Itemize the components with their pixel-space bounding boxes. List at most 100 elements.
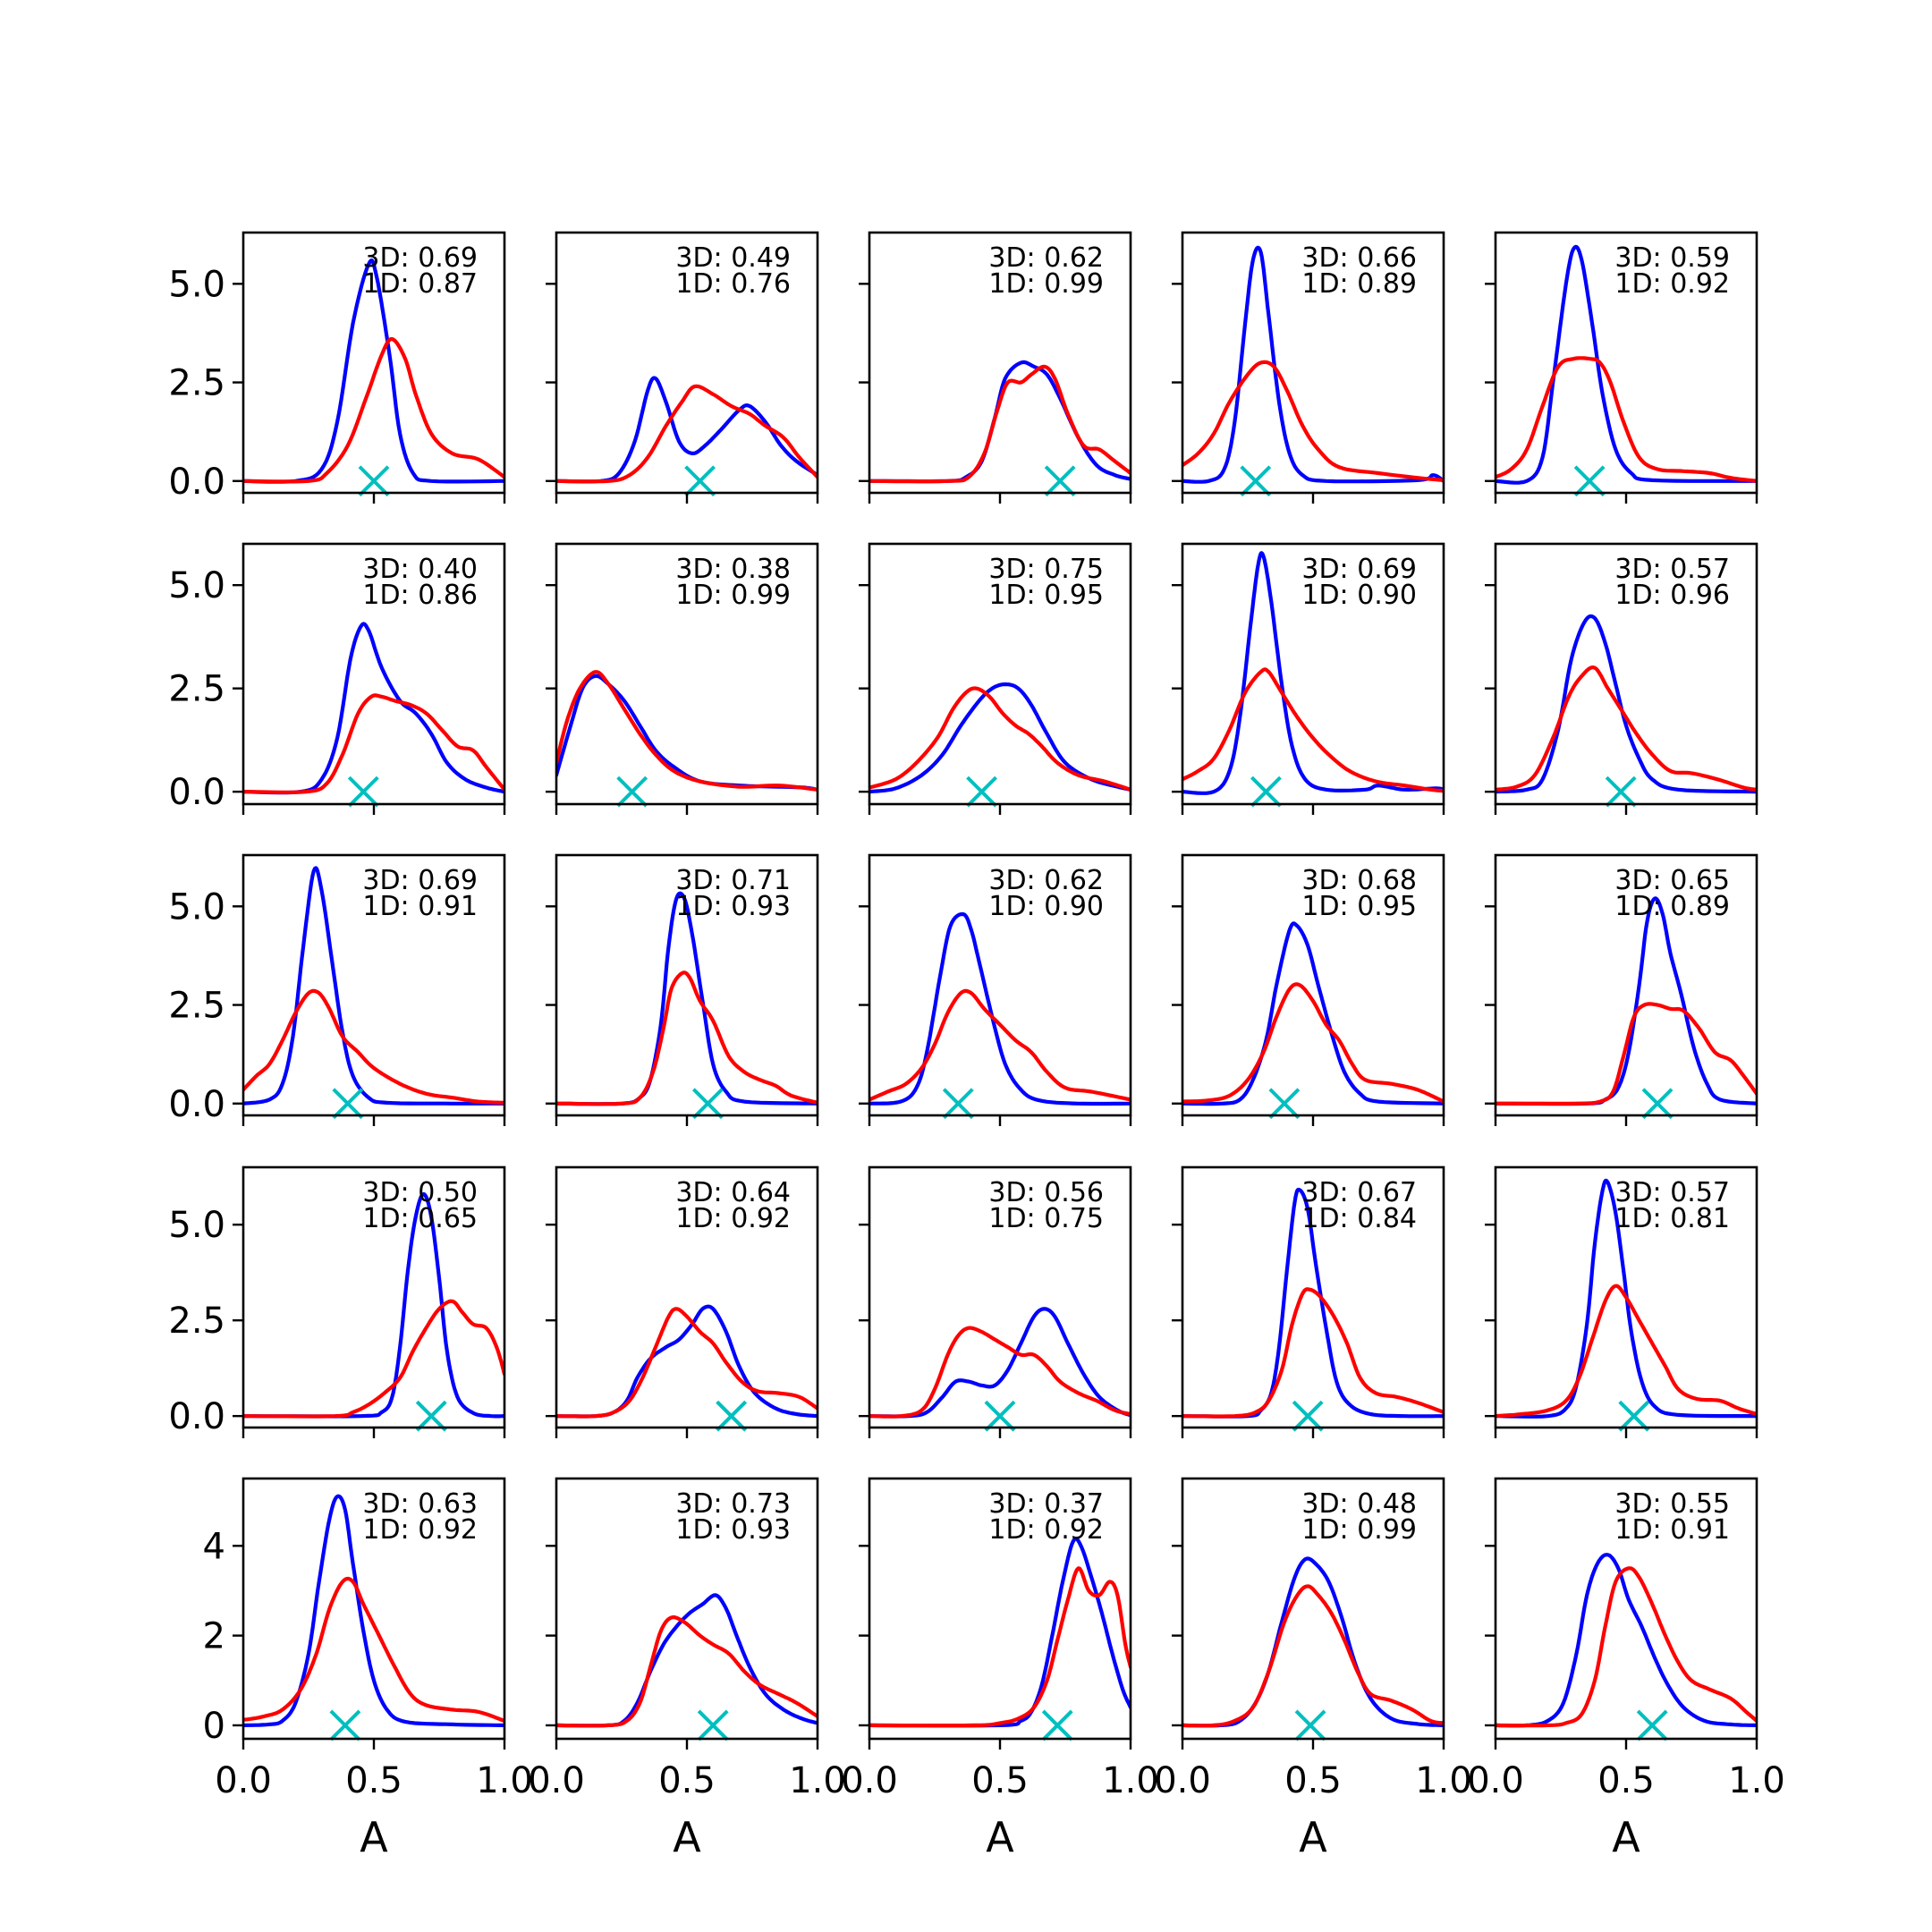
- y-tick-label: 2: [203, 1616, 225, 1657]
- y-tick-label: 0: [203, 1706, 225, 1747]
- red-density-line: [1496, 1284, 1757, 1419]
- marker-stroke-b: [332, 1088, 364, 1120]
- annotation-1d: 1D: 0.91: [362, 891, 478, 922]
- blue-density-line: [1496, 1553, 1757, 1728]
- red-density-line: [243, 693, 504, 794]
- annotation-3d: 3D: 0.40: [362, 554, 478, 585]
- reference-x-marker: [616, 775, 648, 808]
- red-density-line: [556, 970, 818, 1106]
- x-axis-label: A: [673, 1813, 701, 1861]
- x-tick-label: 1.0: [1102, 1760, 1159, 1801]
- reference-x-marker: [329, 1709, 361, 1741]
- reference-x-marker: [347, 775, 379, 808]
- reference-x-marker: [1618, 1400, 1650, 1432]
- red-density-line: [556, 670, 818, 792]
- annotation-1d: 1D: 0.91: [1614, 1514, 1730, 1546]
- red-density-line: [869, 364, 1131, 484]
- y-tick-label: 0.0: [168, 1084, 225, 1125]
- annotation-3d: 3D: 0.62: [988, 242, 1104, 274]
- reference-x-marker: [1268, 1088, 1301, 1120]
- panel-curves: [556, 891, 818, 1106]
- marker-stroke-b: [1641, 1088, 1674, 1120]
- marker-stroke-b: [716, 1400, 748, 1432]
- x-tick-label: 0.5: [345, 1760, 402, 1801]
- blue-density-line: [1182, 551, 1444, 795]
- y-tick-label: 0.0: [168, 772, 225, 813]
- x-tick-label: 0.5: [1597, 1760, 1655, 1801]
- red-density-line: [1496, 1566, 1757, 1728]
- panel-curves: [556, 670, 818, 792]
- annotation-1d: 1D: 0.75: [988, 1203, 1104, 1234]
- reference-x-marker: [966, 775, 997, 808]
- y-tick-label: 2.5: [168, 363, 225, 404]
- annotation-1d: 1D: 0.99: [1301, 1514, 1417, 1546]
- annotation-1d: 1D: 0.65: [362, 1203, 478, 1234]
- reference-x-marker: [684, 465, 716, 497]
- blue-density-line: [243, 866, 504, 1106]
- annotation-3d: 3D: 0.59: [1614, 242, 1730, 274]
- red-density-line: [556, 1615, 818, 1728]
- x-axis-label: A: [1299, 1813, 1327, 1861]
- y-tick-label: 0.0: [168, 462, 225, 503]
- annotation-1d: 1D: 0.89: [1614, 891, 1730, 922]
- red-density-line: [869, 988, 1131, 1102]
- y-tick-label: 2.5: [168, 1301, 225, 1342]
- annotation-3d: 3D: 0.69: [1301, 554, 1417, 585]
- panel-curves: [1182, 551, 1444, 795]
- panel-curves: [869, 1307, 1131, 1419]
- panel-curves: [1496, 1553, 1757, 1728]
- annotation-3d: 3D: 0.56: [988, 1177, 1104, 1208]
- blue-density-line: [869, 1537, 1131, 1728]
- marker-stroke-b: [1041, 1709, 1073, 1741]
- reference-x-marker: [1294, 1709, 1326, 1741]
- panel-curves: [243, 1191, 504, 1419]
- marker-stroke-b: [1605, 775, 1637, 808]
- annotation-3d: 3D: 0.48: [1301, 1488, 1417, 1520]
- panel-curves: [869, 911, 1131, 1106]
- x-tick-label: 0.5: [971, 1760, 1029, 1801]
- red-density-line: [1182, 1584, 1444, 1728]
- annotation-3d: 3D: 0.50: [362, 1177, 478, 1208]
- blue-density-line: [243, 1494, 504, 1727]
- panel-curves: [1182, 921, 1444, 1106]
- annotation-1d: 1D: 0.92: [675, 1203, 791, 1234]
- red-density-line: [1182, 360, 1444, 482]
- annotation-3d: 3D: 0.75: [988, 554, 1104, 585]
- reference-x-marker: [1292, 1400, 1324, 1432]
- x-tick-label: 1.0: [1415, 1760, 1472, 1801]
- annotation-3d: 3D: 0.66: [1301, 242, 1417, 274]
- annotation-3d: 3D: 0.73: [675, 1488, 791, 1520]
- annotation-1d: 1D: 0.95: [1301, 891, 1417, 922]
- annotation-1d: 1D: 0.76: [675, 268, 791, 300]
- x-tick-label: 0.0: [1154, 1760, 1211, 1801]
- reference-x-marker: [332, 1088, 364, 1120]
- marker-stroke-b: [1618, 1400, 1650, 1432]
- x-tick-label: 0.5: [1284, 1760, 1342, 1801]
- annotation-3d: 3D: 0.68: [1301, 865, 1417, 896]
- x-axis-label: A: [986, 1813, 1014, 1861]
- annotation-3d: 3D: 0.63: [362, 1488, 478, 1520]
- reference-x-marker: [1240, 465, 1272, 497]
- reference-x-marker: [1573, 465, 1606, 497]
- panel-curves: [1182, 1556, 1444, 1728]
- red-density-line: [243, 336, 504, 484]
- marker-stroke-b: [684, 465, 716, 497]
- annotation-1d: 1D: 0.90: [988, 891, 1104, 922]
- reference-x-marker: [984, 1400, 1016, 1432]
- marker-stroke-b: [691, 1088, 724, 1120]
